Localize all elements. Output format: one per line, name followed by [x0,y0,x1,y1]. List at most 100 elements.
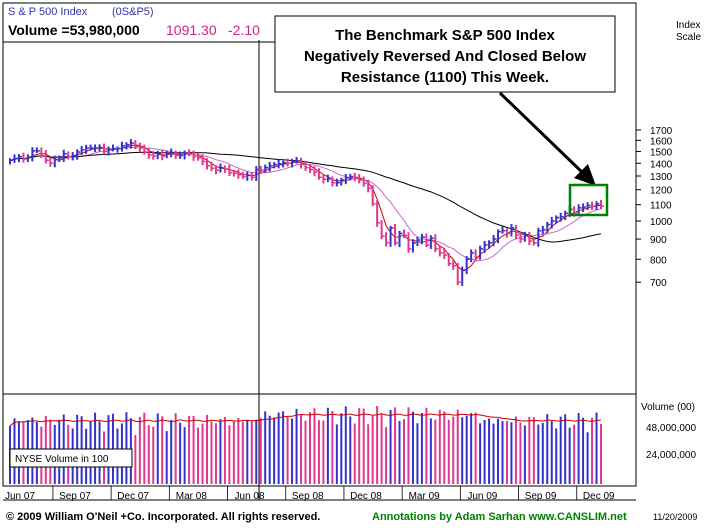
price-bar-130 [591,201,596,210]
price-bar-85 [389,225,394,247]
price-bar-16 [80,145,85,155]
price-bar-83 [380,220,385,240]
annotation-line-2: Negatively Reversed And Closed Below [304,48,586,65]
price-bar-20 [98,144,103,152]
price-bar-40 [188,149,193,157]
x-tick-label-1: Sep 07 [59,491,91,502]
price-bar-22 [107,146,112,156]
price-bar-121 [550,216,555,229]
price-bar-106 [483,241,488,253]
annotation-box [274,15,616,93]
y-tick-label-1500: 1500 [650,147,673,158]
price-bar-45 [210,161,215,172]
price-bar-82 [376,199,381,227]
x-tick-label-9: Sep 09 [525,491,557,502]
x-tick-label-0: Jun 07 [5,491,35,502]
price-bar-36 [170,148,175,158]
price-bar-107 [488,240,493,249]
price-bar-120 [546,222,551,233]
price-bar-88 [403,229,407,238]
price-bar-66 [304,160,309,171]
volume-readout: Volume =53,980,000 [8,22,140,38]
price-bar-31 [147,148,152,159]
price-bar-37 [174,150,179,159]
price-bar-58 [268,161,273,172]
price-bar-110 [501,226,506,234]
price-bar-57 [264,164,269,173]
price-bar-104 [474,249,479,262]
price-bar-28 [134,140,139,150]
price-bar-39 [183,150,188,160]
price-bar-50 [232,170,237,177]
price-bar-72 [331,176,336,187]
price-bar-103 [470,249,475,263]
y-tick-label-1000: 1000 [650,217,673,228]
annotation-arrow [498,91,586,176]
annotation-line-1: The Benchmark S&P 500 Index [335,27,555,44]
price-bar-95 [434,234,439,253]
price-bar-99 [452,259,457,270]
price-bar-30 [143,144,148,155]
price-bar-128 [582,203,587,212]
price-bar-32 [152,151,157,160]
price-bar-34 [161,149,166,161]
change-readout: -2.10 [228,22,260,38]
price-bar-112 [510,224,515,237]
y-tick-label-1100: 1100 [650,201,672,212]
price-bar-21 [103,143,108,155]
price-bar-111 [505,228,510,238]
price-bar-71 [326,174,331,183]
price-bar-77 [353,172,358,182]
price-bar-13 [67,151,72,160]
price-bar-80 [367,179,372,193]
volume-average-line [9,413,602,427]
price-bar-19 [94,144,99,153]
price-bar-55 [255,166,260,181]
price-bar-67 [308,164,313,173]
price-bar-101 [461,266,466,286]
footer-date: 11/20/2009 [653,512,697,522]
scale-title-2: Scale [676,32,701,43]
price-bar-92 [420,233,425,245]
price-bar-43 [201,154,206,166]
price-bar-49 [228,164,233,177]
x-tick-label-6: Dec 08 [350,491,382,502]
price-bar-59 [273,161,278,169]
y-tick-label-800: 800 [650,255,667,266]
price-bar-123 [559,212,564,222]
price-bar-27 [129,139,134,149]
price-bar-14 [71,152,76,161]
price-bar-10 [53,155,58,168]
price-bar-5 [31,147,36,162]
price-bar-100 [456,263,461,286]
price-readout: 1091.30 [166,22,217,38]
y-tick-label-1300: 1300 [650,172,673,183]
price-bar-61 [282,160,287,168]
price-bar-119 [541,225,546,235]
price-bar-4 [26,154,31,163]
x-tick-label-8: Jun 09 [467,491,497,502]
price-bar-93 [425,233,430,248]
price-bar-1 [13,154,18,163]
price-bar-96 [438,246,443,257]
price-bar-26 [125,142,130,150]
price-bar-86 [394,223,399,246]
price-bar-65 [300,157,305,169]
volume-legend-box [9,448,133,468]
price-bar-33 [156,150,161,160]
price-bar-53 [246,171,251,181]
price-bar-102 [465,256,470,275]
price-layer [9,139,604,286]
price-bar-68 [313,166,318,177]
price-bar-117 [532,237,537,246]
price-bar-0 [9,158,13,165]
price-bar-74 [340,177,345,186]
price-bar-35 [165,150,170,159]
price-bar-15 [76,149,81,160]
footer-copyright: © 2009 William O'Neil +Co. Incorporated.… [6,511,320,523]
price-bar-84 [385,232,390,247]
price-bar-94 [429,235,434,249]
price-bar-118 [537,227,542,247]
price-bar-56 [259,165,264,175]
price-bar-63 [291,158,296,168]
